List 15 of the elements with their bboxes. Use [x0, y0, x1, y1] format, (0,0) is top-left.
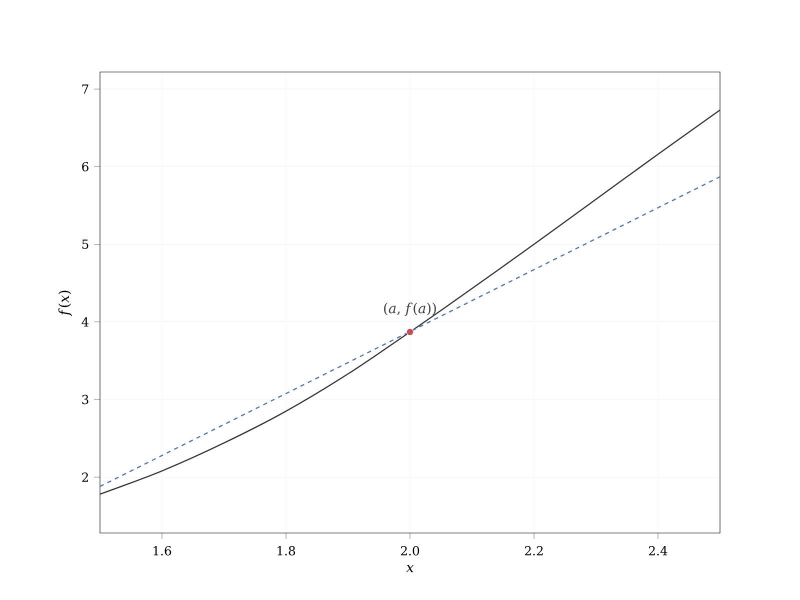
x-tick-label: 1.6	[154, 546, 172, 556]
x-tick-label: 2.0	[400, 546, 420, 556]
annotation: (a, f(a))	[384, 302, 436, 316]
x-tick-label: 2.4	[648, 546, 668, 556]
y-tick-label: 5	[82, 240, 88, 249]
y-tick-label: 6	[82, 162, 88, 172]
x-tick-label: 1.8	[278, 546, 296, 556]
y-tick-label: 4	[82, 317, 89, 327]
y-tick-label: 2	[82, 472, 88, 482]
x-axis-title: x	[406, 564, 414, 572]
y-axis-title: f(x)	[58, 290, 72, 316]
x-tick-label: 2.2	[524, 546, 543, 556]
line-series	[100, 109, 720, 495]
y-tick-label: 3	[82, 394, 88, 404]
y-tick-label: 7	[82, 84, 88, 94]
